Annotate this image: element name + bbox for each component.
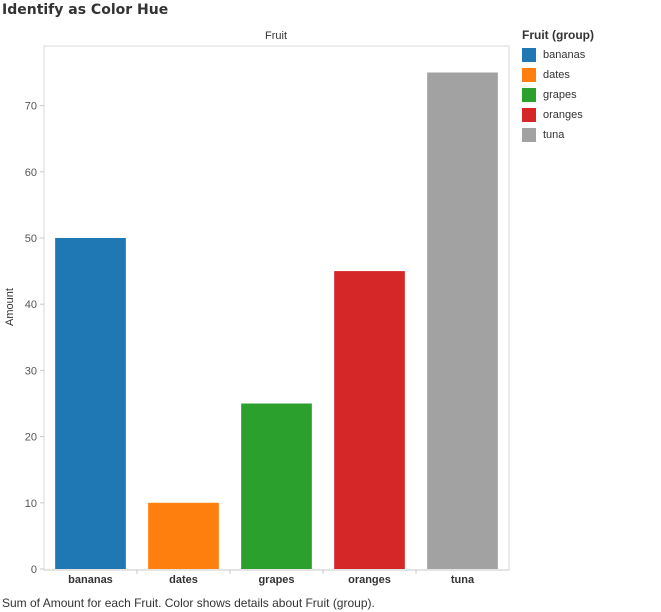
x-tick-label-bananas: bananas bbox=[68, 574, 113, 586]
legend-item-dates[interactable]: dates bbox=[522, 65, 594, 85]
legend-label: tuna bbox=[543, 129, 565, 141]
legend-swatch bbox=[522, 68, 536, 82]
legend-label: bananas bbox=[543, 49, 586, 61]
legend-item-tuna[interactable]: tuna bbox=[522, 125, 594, 145]
chart-title: Identify as Color Hue bbox=[2, 2, 169, 18]
column-header: Fruit bbox=[265, 30, 287, 42]
legend-swatch bbox=[522, 108, 536, 122]
y-tick-label: 60 bbox=[25, 167, 37, 179]
legend-label: dates bbox=[543, 69, 570, 81]
y-tick-label: 70 bbox=[25, 101, 37, 113]
y-tick-label: 50 bbox=[25, 233, 37, 245]
x-axis-labels: bananas dates grapes oranges tuna bbox=[68, 570, 475, 586]
bar-oranges[interactable] bbox=[334, 271, 405, 569]
y-axis-label: Amount bbox=[4, 288, 16, 326]
legend-item-bananas[interactable]: bananas bbox=[522, 45, 594, 65]
legend-label: grapes bbox=[543, 89, 577, 101]
legend-items: bananas dates grapes oranges tuna bbox=[522, 45, 594, 145]
y-axis-ticks: 0 10 20 30 40 50 60 70 bbox=[25, 101, 44, 576]
legend-swatch bbox=[522, 88, 536, 102]
y-tick-label: 0 bbox=[31, 564, 37, 576]
chart-caption: Sum of Amount for each Fruit. Color show… bbox=[2, 596, 375, 610]
bar-bananas[interactable] bbox=[55, 238, 126, 569]
legend: Fruit (group) bananas dates grapes oranges t… bbox=[522, 28, 594, 145]
legend-title: Fruit (group) bbox=[522, 28, 594, 42]
bars bbox=[55, 72, 498, 570]
x-tick-label-oranges: oranges bbox=[348, 574, 391, 586]
y-tick-label: 30 bbox=[25, 365, 37, 377]
legend-swatch bbox=[522, 128, 536, 142]
y-tick-label: 40 bbox=[25, 299, 37, 311]
bar-grapes[interactable] bbox=[241, 403, 312, 570]
bar-dates[interactable] bbox=[148, 502, 219, 569]
legend-swatch bbox=[522, 48, 536, 62]
x-tick-label-dates: dates bbox=[169, 574, 198, 586]
x-tick-label-grapes: grapes bbox=[258, 574, 294, 586]
y-tick-label: 20 bbox=[25, 432, 37, 444]
bar-tuna[interactable] bbox=[427, 72, 498, 570]
legend-item-oranges[interactable]: oranges bbox=[522, 105, 594, 125]
x-tick-label-tuna: tuna bbox=[451, 574, 475, 586]
legend-item-grapes[interactable]: grapes bbox=[522, 85, 594, 105]
legend-label: oranges bbox=[543, 109, 583, 121]
y-tick-label: 10 bbox=[25, 498, 37, 510]
